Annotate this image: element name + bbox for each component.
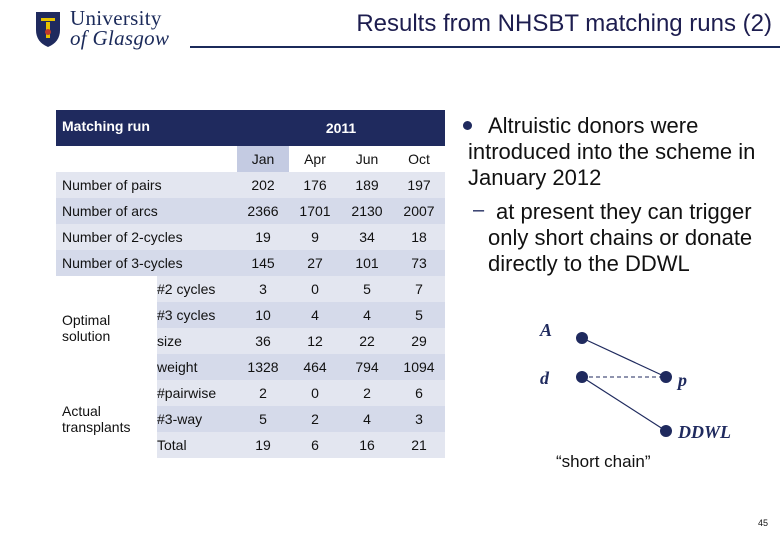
university-logo: University of Glasgow [26, 6, 191, 52]
cell: 10 [255, 307, 271, 323]
cell: 34 [359, 229, 375, 245]
cell: 189 [355, 177, 379, 193]
month-oct: Oct [393, 146, 445, 172]
title-rule [190, 46, 780, 48]
edge-a-p [581, 337, 667, 378]
table-row: Number of pairs 202 176 189 197 [56, 172, 445, 198]
actual-transplants-label: Actual transplants [56, 380, 157, 458]
cell: 3 [259, 281, 267, 297]
cell: 1094 [403, 359, 435, 375]
row-label: size [157, 333, 182, 349]
logo-line1: University [70, 6, 162, 30]
month-apr: Apr [289, 146, 341, 172]
label-a: A [539, 320, 552, 340]
page-number: 45 [757, 518, 768, 528]
cell: 6 [311, 437, 319, 453]
cell: 9 [311, 229, 319, 245]
diagram-caption: “short chain” [556, 452, 651, 471]
crest-icon [36, 12, 60, 47]
cell: 1701 [299, 203, 331, 219]
cell: 29 [411, 333, 427, 349]
cell: 2130 [351, 203, 383, 219]
cell: 202 [251, 177, 275, 193]
cell: 27 [307, 255, 323, 271]
row-label: #pairwise [157, 385, 217, 401]
cell: 0 [311, 281, 319, 297]
cell: 4 [363, 307, 371, 323]
row-label: #3-way [157, 411, 203, 427]
row-label: Number of arcs [62, 203, 158, 219]
cell: 18 [411, 229, 427, 245]
sub-bullet-text: at present they can trigger only short c… [488, 199, 753, 276]
logo-line2: of Glasgow [70, 26, 170, 50]
cell: 73 [411, 255, 427, 271]
edge-d-ddwl [581, 376, 667, 432]
bullet-text: Altruistic donors were introduced into t… [468, 113, 756, 190]
cell: 2366 [247, 203, 279, 219]
cell: 4 [311, 307, 319, 323]
row-label: #2 cycles [157, 281, 216, 297]
header-year: 2011 [237, 110, 445, 146]
title-bar: Results from NHSBT matching runs (2) [190, 0, 780, 48]
cell: 0 [311, 385, 319, 401]
blank-cell [56, 146, 237, 172]
optimal-solution-label: Optimal solution [56, 276, 157, 380]
node-p [660, 371, 672, 383]
cell: 5 [415, 307, 423, 323]
label-ddwl: DDWL [677, 422, 731, 442]
header-matching-run: Matching run [56, 110, 237, 146]
cell: 197 [407, 177, 431, 193]
dash-icon: – [473, 199, 485, 221]
table-row: weight 1328 464 794 1094 [56, 354, 445, 380]
cell: 176 [303, 177, 327, 193]
node-d [576, 371, 588, 383]
label-d: d [540, 368, 550, 388]
row-label: Total [157, 437, 187, 453]
cell: 101 [355, 255, 379, 271]
table-row: Actual transplants #pairwise 2 0 2 6 [56, 380, 445, 458]
bullet-icon [463, 121, 472, 130]
row-label: Number of 2-cycles [62, 229, 183, 245]
slide-title: Results from NHSBT matching runs (2) [356, 10, 772, 37]
row-label: Number of pairs [62, 177, 162, 193]
cell: 2 [363, 385, 371, 401]
node-ddwl [660, 425, 672, 437]
cell: 21 [411, 437, 427, 453]
short-chain-diagram: A d p DDWL [539, 320, 731, 442]
table-row: Optimal solution #2 cycles 3 0 5 7 [56, 276, 445, 380]
month-jan: Jan [237, 146, 289, 172]
cell: 36 [255, 333, 271, 349]
cell: 464 [303, 359, 327, 375]
cell: 2 [311, 411, 319, 427]
cell: 12 [307, 333, 323, 349]
row-label: weight [157, 359, 198, 375]
cell: 19 [255, 437, 271, 453]
cell: 19 [255, 229, 271, 245]
cell: 3 [415, 411, 423, 427]
matching-runs-table: Matching run 2011 Jan Apr Jun Oct Number… [56, 110, 445, 458]
cell: 22 [359, 333, 375, 349]
cell: 794 [355, 359, 379, 375]
logo-text: University of Glasgow [70, 6, 170, 50]
cell: 7 [415, 281, 423, 297]
bullet-altruistic: Altruistic donors were introduced into t… [468, 113, 768, 191]
cell: 16 [359, 437, 375, 453]
table-row: Number of arcs 2366 1701 2130 2007 [56, 198, 445, 224]
cell: 1328 [247, 359, 279, 375]
table-row: Number of 3-cycles 145 27 101 73 [56, 250, 445, 276]
cell: 145 [251, 255, 275, 271]
cell: 2007 [403, 203, 435, 219]
sub-bullet: at present they can trigger only short c… [488, 199, 778, 277]
node-a [576, 332, 588, 344]
cell: 6 [415, 385, 423, 401]
cell: 4 [363, 411, 371, 427]
month-jun: Jun [341, 146, 393, 172]
row-label: Number of 3-cycles [62, 255, 183, 271]
label-p: p [676, 370, 687, 390]
row-label: #3 cycles [157, 307, 216, 323]
cell: 2 [259, 385, 267, 401]
cell: 5 [259, 411, 267, 427]
table-row: Number of 2-cycles 19 9 34 18 [56, 224, 445, 250]
cell: 5 [363, 281, 371, 297]
